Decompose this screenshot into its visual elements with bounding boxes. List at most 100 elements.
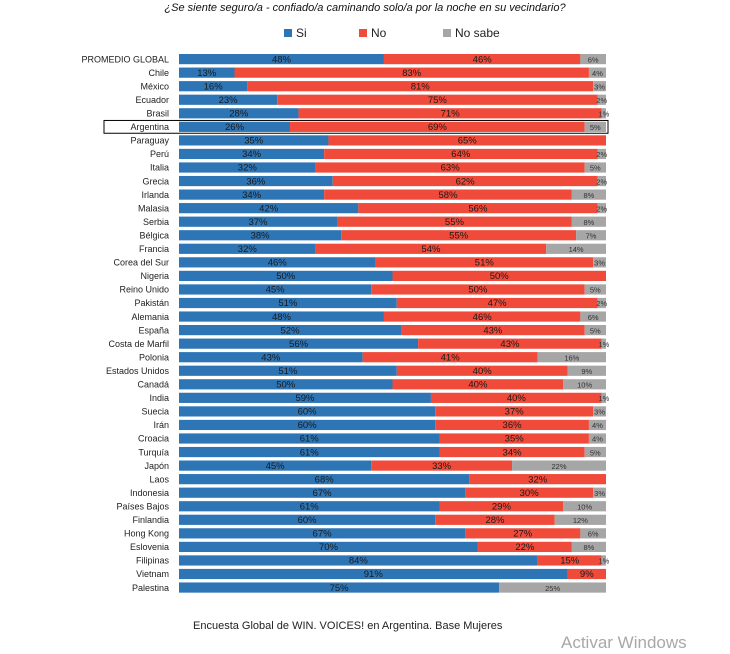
data-label-no-sabe-pakistan: 2% bbox=[596, 299, 607, 308]
data-label-no-brasil: 71% bbox=[441, 109, 461, 120]
data-label-no-hong-kong: 27% bbox=[513, 529, 533, 540]
bar-no-hong-kong bbox=[465, 528, 581, 539]
bar-no-sabe-promedio-global bbox=[580, 54, 606, 65]
bar-no-sabe-eslovenia bbox=[571, 541, 606, 552]
bar-no-sabe-estados-unidos bbox=[567, 365, 606, 376]
category-label-palestina: Palestina bbox=[132, 583, 169, 593]
data-label-si-espana: 52% bbox=[281, 325, 301, 336]
legend-swatch-no-sabe bbox=[443, 29, 451, 37]
bar-si-hong-kong bbox=[179, 528, 466, 539]
data-label-si-suecia: 60% bbox=[298, 407, 318, 418]
data-label-no-eslovenia: 22% bbox=[515, 542, 535, 553]
stacked-bar-chart: PROMEDIO GLOBAL 48% 46% 6% Chile 13% 83% 4% Méxi… bbox=[81, 54, 610, 594]
category-label-croacia: Croacia bbox=[138, 434, 169, 444]
data-label-no-laos: 32% bbox=[528, 474, 548, 485]
category-label-belgica: Bélgica bbox=[139, 230, 169, 240]
category-label-argentina: Argentina bbox=[130, 122, 169, 132]
bar-no-sabe-serbia bbox=[571, 216, 606, 227]
data-label-no-sabe-serbia: 8% bbox=[583, 218, 594, 227]
data-label-si-peru: 34% bbox=[242, 149, 262, 160]
data-label-si-polonia: 43% bbox=[261, 352, 281, 363]
bar-no-sabe-japon bbox=[512, 460, 606, 471]
bar-si-croacia bbox=[179, 433, 440, 444]
data-label-si-serbia: 37% bbox=[248, 217, 268, 228]
chart-legend: Si No No sabe bbox=[0, 26, 730, 42]
bar-no-canada bbox=[392, 379, 564, 390]
category-label-filipinas: Filipinas bbox=[136, 556, 170, 566]
data-label-si-promedio-global: 48% bbox=[272, 54, 292, 65]
data-label-si-hong-kong: 67% bbox=[313, 529, 333, 540]
data-label-no-sabe-grecia: 2% bbox=[596, 177, 607, 186]
category-label-reino-unido: Reino Unido bbox=[119, 285, 169, 295]
data-label-no-reino-unido: 50% bbox=[468, 285, 488, 296]
bar-no-sabe-argentina bbox=[584, 121, 606, 132]
data-label-si-ecuador: 23% bbox=[219, 95, 239, 106]
bar-si-grecia bbox=[179, 175, 333, 187]
data-label-no-sabe-canada: 10% bbox=[577, 381, 592, 390]
data-label-no-sabe-iran: 4% bbox=[592, 421, 603, 430]
bar-si-serbia bbox=[179, 216, 337, 227]
data-label-no-mexico: 81% bbox=[411, 81, 431, 92]
category-label-grecia: Grecia bbox=[142, 176, 169, 186]
data-label-no-india: 40% bbox=[507, 393, 527, 404]
bar-si-corea-del-sur bbox=[179, 257, 376, 268]
category-label-canada: Canadá bbox=[137, 380, 169, 390]
bar-no-sabe-reino-unido bbox=[584, 284, 606, 295]
category-label-india: India bbox=[149, 393, 169, 403]
data-label-si-laos: 68% bbox=[315, 474, 335, 485]
data-label-no-sabe-indonesia: 3% bbox=[594, 489, 605, 498]
data-label-no-sabe-chile: 4% bbox=[592, 69, 603, 78]
bar-no-sabe-hong-kong bbox=[580, 528, 606, 539]
category-label-serbia: Serbia bbox=[143, 217, 169, 227]
data-label-si-estados-unidos: 51% bbox=[278, 366, 298, 377]
bar-no-sabe-india bbox=[601, 392, 606, 403]
data-label-no-sabe-hong-kong: 6% bbox=[588, 530, 599, 539]
chart-title: ¿Se siente seguro/a - confiado/a caminan… bbox=[164, 2, 566, 14]
data-label-no-sabe-promedio-global: 6% bbox=[588, 55, 599, 64]
legend-item-si: Si bbox=[284, 26, 307, 40]
bar-no-sabe-indonesia bbox=[593, 487, 606, 498]
bar-no-sabe-brasil bbox=[601, 108, 606, 119]
data-label-si-francia: 32% bbox=[238, 244, 258, 255]
data-label-si-palestina: 75% bbox=[330, 583, 350, 594]
bar-no-sabe-pakistan bbox=[597, 297, 606, 309]
category-label-alemania: Alemania bbox=[131, 312, 169, 322]
data-label-no-sabe-turquia: 5% bbox=[590, 448, 601, 457]
bar-si-indonesia bbox=[179, 487, 466, 498]
bar-si-espana bbox=[179, 325, 402, 336]
data-label-no-sabe-alemania: 6% bbox=[588, 313, 599, 322]
category-label-polonia: Polonia bbox=[139, 352, 169, 362]
bar-no-espana bbox=[401, 325, 585, 336]
data-label-no-sabe-irlanda: 8% bbox=[583, 191, 594, 200]
bar-si-malasia bbox=[179, 203, 359, 214]
data-label-no-promedio-global: 46% bbox=[473, 54, 493, 65]
chart-footer: Encuesta Global de WIN. VOICES! en Argen… bbox=[193, 620, 503, 632]
data-label-no-sabe-estados-unidos: 9% bbox=[581, 367, 592, 376]
bar-si-paises-bajos bbox=[179, 501, 440, 512]
bar-no-mexico bbox=[247, 81, 594, 92]
data-label-no-paises-bajos: 29% bbox=[492, 501, 512, 512]
legend-item-no: No bbox=[359, 26, 386, 40]
category-label-estados-unidos: Estados Unidos bbox=[106, 366, 170, 376]
legend-label-si: Si bbox=[296, 26, 307, 40]
data-label-si-mexico: 16% bbox=[204, 81, 224, 92]
bar-no-pakistan bbox=[396, 297, 598, 309]
bar-no-sabe-belgica bbox=[576, 230, 606, 241]
data-label-si-japon: 45% bbox=[266, 461, 286, 472]
data-label-no-peru: 64% bbox=[451, 149, 471, 160]
category-label-turquia: Turquía bbox=[138, 447, 169, 457]
data-label-no-chile: 83% bbox=[402, 68, 422, 79]
data-label-si-corea-del-sur: 46% bbox=[268, 258, 288, 269]
bar-no-argentina bbox=[290, 121, 585, 132]
bar-no-sabe-turquia bbox=[584, 446, 606, 458]
category-label-corea-del-sur: Corea del Sur bbox=[113, 258, 169, 268]
data-label-no-sabe-ecuador: 2% bbox=[596, 96, 607, 105]
bar-no-belgica bbox=[341, 230, 577, 241]
bar-no-corea-del-sur bbox=[375, 257, 594, 268]
data-label-no-grecia: 62% bbox=[456, 176, 476, 187]
data-label-si-vietnam: 91% bbox=[364, 569, 384, 580]
data-label-no-sabe-india: 1% bbox=[598, 394, 609, 403]
bar-no-grecia bbox=[332, 175, 598, 187]
category-label-brasil: Brasil bbox=[146, 109, 169, 119]
data-label-si-nigeria: 50% bbox=[276, 271, 296, 282]
